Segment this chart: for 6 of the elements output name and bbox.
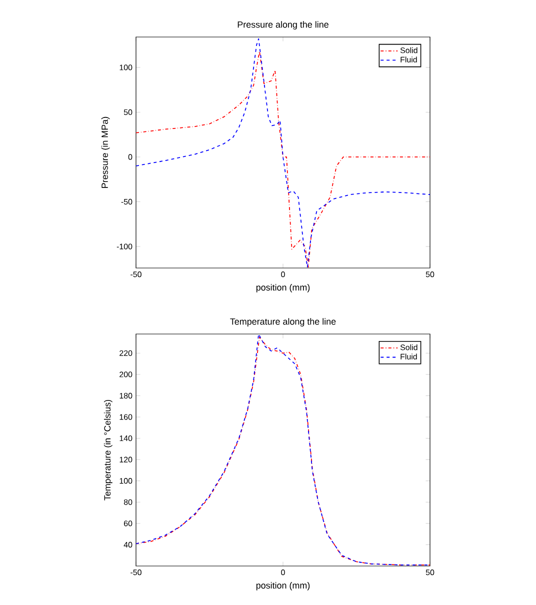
x-axis-title: position (mm) (256, 582, 310, 590)
chart-title: Temperature along the line (230, 318, 336, 326)
x-axis-title: position (mm) (256, 284, 310, 292)
chart-title: Pressure along the line (238, 21, 328, 30)
y-axis-title: Temperature (in °Celsius) (104, 400, 112, 500)
y-axis-title: Pressure (in MPa) (101, 116, 110, 188)
